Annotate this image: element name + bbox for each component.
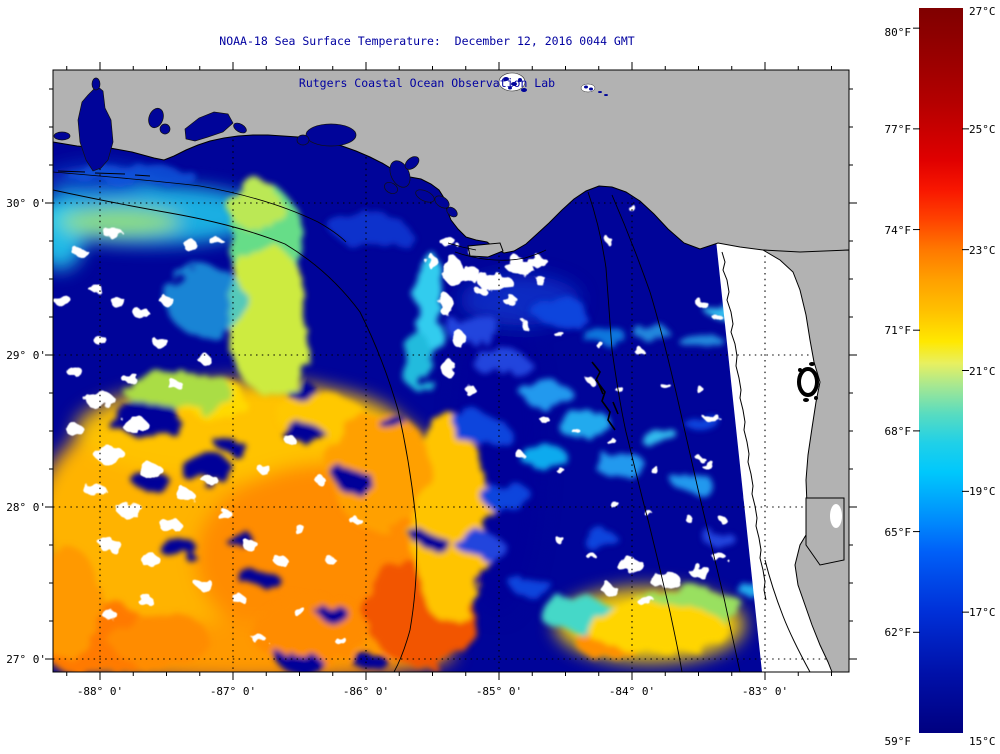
cloud-layer (53, 205, 756, 644)
y-tick-label: 28° 0' (6, 501, 46, 514)
map-frame (52, 69, 850, 673)
mobile-bay-river (91, 77, 101, 91)
north-gulf-coast-land (53, 70, 849, 255)
pensacola-bay (184, 111, 234, 142)
colorbar-fahrenheit-labels: 80°F 77°F 74°F 71°F 68°F 65°F 62°F 59°F (885, 26, 912, 748)
figure-title-line1: NOAA-18 Sea Surface Temperature: Decembe… (219, 34, 635, 48)
colorbar-c-label: 19°C (969, 485, 996, 498)
map-area (53, 70, 849, 672)
colorbar-f-label: 68°F (885, 425, 912, 438)
x-tick-label: -87° 0' (210, 685, 256, 698)
choctawhatchee-bay (305, 123, 357, 147)
colorbar-f-label: 74°F (885, 224, 912, 237)
colorbar-c-label: 23°C (969, 244, 996, 257)
west-shelf-contour (53, 189, 418, 672)
coast-specks (798, 362, 818, 402)
colorbar-f-label: 77°F (885, 123, 912, 136)
coastal-pond (53, 131, 71, 141)
x-tick-label: -86° 0' (343, 685, 389, 698)
x-tick-label: -83° 0' (742, 685, 788, 698)
mobile-bay (77, 85, 114, 172)
colorbar-c-label: 25°C (969, 123, 996, 136)
coastal-bays-layer (53, 77, 458, 218)
colorbar (919, 8, 963, 733)
st-george-island-line (447, 242, 547, 261)
inland-lakes-layer (498, 72, 608, 96)
sst-field-layer (53, 164, 754, 672)
contour-lines-layer (53, 170, 819, 672)
figure-title: NOAA-18 Sea Surface Temperature: Decembe… (0, 6, 854, 118)
colorbar-c-label: 27°C (969, 5, 996, 18)
y-tick-label: 29° 0' (6, 349, 46, 362)
colorbar-f-label: 59°F (885, 735, 912, 748)
x-axis-labels: -88° 0' -87° 0' -86° 0' -85° 0' -84° 0' … (77, 685, 788, 698)
y-axis-labels: 30° 0' 29° 0' 28° 0' 27° 0' (6, 197, 46, 666)
colorbar-celsius-labels: 27°C 25°C 23°C 21°C 19°C 17°C 15°C (969, 5, 996, 748)
colorbar-f-label: 71°F (885, 324, 912, 337)
colorbar-c-label: 15°C (969, 735, 996, 748)
st-vincent-island (467, 242, 504, 258)
perdido-bay (148, 107, 164, 129)
colorbar-c-label: 21°C (969, 365, 996, 378)
colorbar-c-label: 17°C (969, 606, 996, 619)
axis-ticks (45, 62, 857, 680)
contour-scribble-cluster (591, 361, 619, 431)
east-shelf-contour (611, 194, 741, 672)
barrier-islands-line (57, 170, 151, 177)
east-inner-contour (587, 191, 683, 672)
y-tick-label: 27° 0' (6, 653, 46, 666)
florida-coast-detail (721, 251, 767, 601)
colorbar-f-label: 65°F (885, 526, 912, 539)
florida-west-coast-land (762, 249, 849, 672)
tampa-bay-outline (797, 367, 819, 397)
figure-title-line2: Rutgers Coastal Ocean Observation Lab (298, 76, 556, 90)
anclote-barrier-coast (764, 559, 811, 672)
colorbar-ticks (913, 27, 969, 633)
x-tick-label: -88° 0' (77, 685, 123, 698)
colorbar-f-label: 62°F (885, 626, 912, 639)
x-tick-label: -84° 0' (609, 685, 655, 698)
y-tick-label: 30° 0' (6, 197, 46, 210)
tampa-bay-water-notch (830, 504, 842, 528)
x-tick-label: -85° 0' (476, 685, 522, 698)
west-nearshore-contour (53, 171, 347, 243)
colorbar-f-label: 80°F (885, 26, 912, 39)
